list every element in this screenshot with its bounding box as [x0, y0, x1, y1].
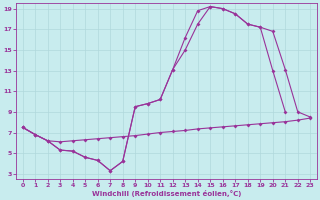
X-axis label: Windchill (Refroidissement éolien,°C): Windchill (Refroidissement éolien,°C)	[92, 190, 241, 197]
